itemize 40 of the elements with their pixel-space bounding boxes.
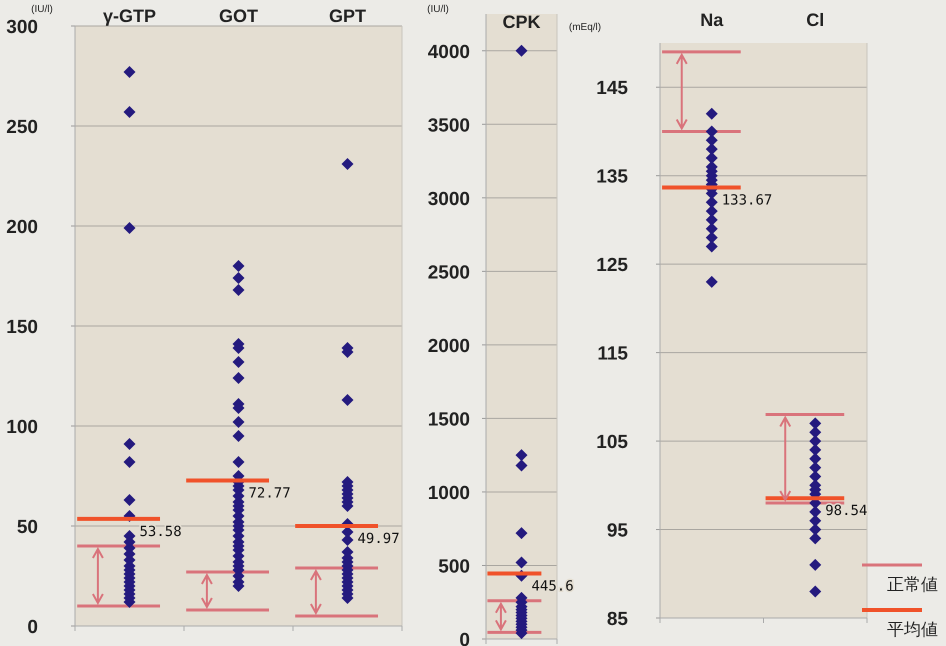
ref-line-label: 445.6 — [532, 578, 574, 594]
y-axis-title: (mEq/l) — [568, 22, 602, 33]
y-tick-label: 3500 — [428, 115, 470, 136]
x-tick-label: Na — [700, 10, 724, 30]
y-tick-label: 105 — [596, 432, 628, 454]
x-tick-label: CPK — [502, 12, 541, 32]
y-tick-label: 200 — [6, 217, 38, 238]
y-tick-label: 50 — [16, 517, 38, 538]
y-tick-label: 2000 — [428, 336, 470, 357]
y-tick-label: 3000 — [428, 188, 470, 210]
ref-line-label: 53.58 — [140, 524, 182, 540]
y-tick-label: 85 — [606, 609, 628, 630]
y-tick-label: 125 — [596, 255, 628, 276]
x-tick-label: γ-GTP — [102, 6, 156, 26]
y-tick-label: 100 — [6, 417, 38, 438]
y-tick-label: 4000 — [428, 42, 470, 63]
ref-line-label: 98.54 — [825, 503, 868, 520]
y-tick-label: 500 — [438, 556, 470, 578]
text: 正常値 — [887, 575, 938, 594]
y-tick-label: 250 — [6, 117, 38, 138]
x-tick-label: GOT — [219, 6, 258, 26]
x-tick-label: Cl — [806, 10, 824, 30]
y-tick-label: 115 — [597, 344, 628, 365]
y-tick-label: 0 — [27, 617, 38, 638]
ref-line-label: 49.97 — [358, 531, 400, 548]
y-tick-label: 150 — [6, 317, 38, 338]
ref-line-label: 72.77 — [248, 485, 291, 502]
x-tick-label: GPT — [328, 6, 366, 26]
ref-line-label: 133.67 — [722, 192, 772, 208]
y-tick-label: 300 — [6, 17, 38, 38]
y-tick-label: 135 — [596, 166, 628, 188]
y-tick-label: 0 — [459, 630, 470, 646]
text: 平均値 — [887, 620, 938, 639]
y-tick-label: 1500 — [428, 409, 470, 430]
y-axis-title: (IU/l) — [427, 4, 449, 15]
y-axis-title: (IU/l) — [31, 4, 53, 15]
y-tick-label: 145 — [596, 78, 628, 100]
y-tick-label: 1000 — [428, 482, 470, 504]
y-tick-label: 2500 — [428, 262, 470, 284]
y-tick-label: 95 — [606, 520, 628, 542]
